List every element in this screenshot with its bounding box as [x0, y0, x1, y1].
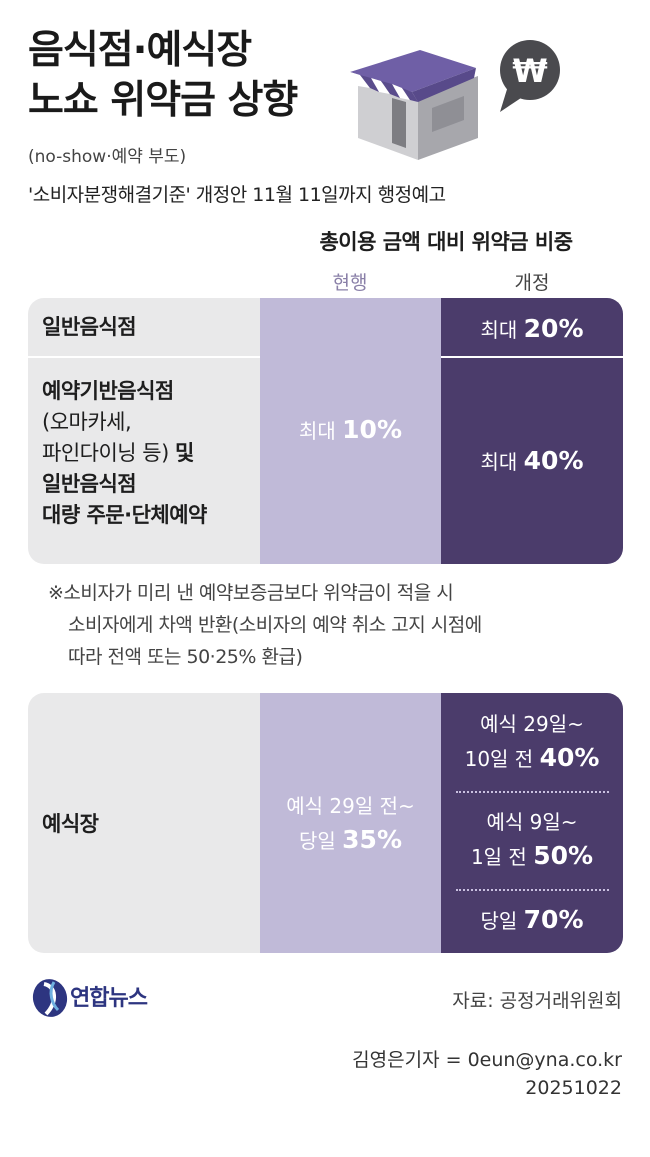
title-line2: 노쇼 위약금 상향: [28, 78, 298, 123]
won-icon: ₩: [500, 40, 560, 112]
column-header-revised: 개정: [514, 272, 550, 294]
page-title: 음식점·예식장 노쇼 위약금 상향: [28, 26, 298, 126]
revised-column: [441, 298, 623, 564]
source-text: 자료: 공정거래위원회: [452, 990, 622, 1012]
revised-wedding-value-2: 예식 9일~ 1일 전 50%: [470, 810, 594, 870]
row-wedding-label: 예식장: [42, 812, 99, 836]
current-wedding-value: 예식 29일 전~ 당일 35%: [286, 794, 415, 854]
current-column: [260, 693, 441, 953]
wedding-table: 예식장 예식 29일 전~ 당일 35% 예식 29일~ 10일 전 40% 예…: [28, 693, 623, 953]
byline-date: 20251022: [525, 1077, 622, 1099]
shop-icon: ₩: [350, 40, 560, 160]
row-general-restaurant-label: 일반음식점: [42, 315, 137, 339]
revised-general-restaurant-value: 최대 20%: [480, 314, 584, 343]
yonhap-logo-icon: [32, 979, 68, 1017]
revised-reservation-restaurant-value: 최대 40%: [480, 446, 584, 475]
title-line1: 음식점·예식장: [28, 28, 252, 73]
svg-text:₩: ₩: [512, 52, 547, 90]
subtitle: (no-show·예약 부도): [28, 147, 187, 167]
revised-column: [441, 693, 623, 953]
revised-wedding-value-1: 예식 29일~ 10일 전 40%: [464, 712, 600, 772]
logo-text: 연합뉴스: [70, 986, 148, 1011]
revised-wedding-value-3: 당일 70%: [480, 905, 584, 934]
notice-text: '소비자분쟁해결기준' 개정안 11월 11일까지 행정예고: [28, 184, 446, 206]
table-header-title: 총이용 금액 대비 위약금 비중: [319, 230, 573, 254]
current-column: [260, 298, 441, 564]
column-header-current: 현행: [332, 272, 368, 294]
row-reservation-restaurant-label: 예약기반음식점 (오마카세, 파인다이닝 등) 및 일반음식점 대량 주문·단체…: [42, 379, 207, 527]
refund-note: ※소비자가 미리 낸 예약보증금보다 위약금이 적을 시 소비자에게 차액 반환…: [48, 582, 482, 668]
byline: 김영은기자 = 0eun@yna.co.kr 20251022: [352, 1046, 622, 1102]
byline-author: 김영은기자 = 0eun@yna.co.kr: [352, 1049, 622, 1071]
current-restaurant-value: 최대 10%: [298, 415, 402, 444]
restaurant-table: 일반음식점 예약기반음식점 (오마카세, 파인다이닝 등) 및 일반음식점 대량…: [28, 298, 623, 564]
